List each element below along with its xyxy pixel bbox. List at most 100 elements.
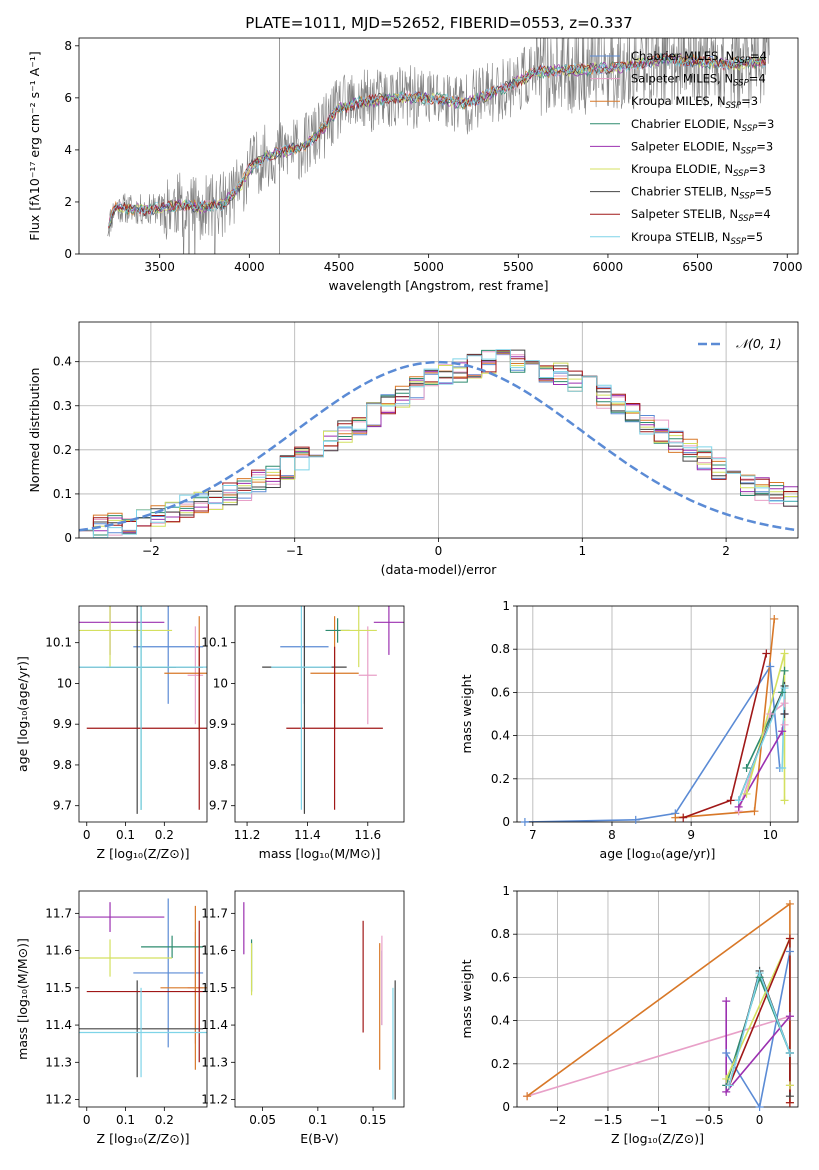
legend-label-kroupa-stelib: Kroupa STELIB, NSSP=5 <box>631 230 763 247</box>
residuals-ytick-label: 0.4 <box>53 355 72 369</box>
weight_vs_Z-ytick-label: 0.2 <box>491 1057 510 1071</box>
legend-label-chabrier-miles: Chabrier MILES, NSSP=4 <box>631 49 767 66</box>
age_vs_Z-ytick-label: 9.9 <box>53 717 72 731</box>
spectrum-xtick-label: 4500 <box>324 260 355 274</box>
figure-title: PLATE=1011, MJD=52652, FIBERID=0553, z=0… <box>245 14 632 32</box>
weight_vs_age-ytick-label: 0.6 <box>491 685 510 699</box>
age_vs_Z-ytick-label: 10.1 <box>45 636 72 650</box>
mass_vs_Z-xtick-label: 0 <box>83 1113 91 1127</box>
mass_vs_ebv-xtick-label: 0.1 <box>308 1113 327 1127</box>
mass_vs_ebv-plot-area <box>243 902 396 1100</box>
legend-label-gaussian: 𝒩(0, 1) <box>736 336 782 351</box>
age_vs_mass-ytick-label: 9.8 <box>209 758 228 772</box>
histogram-salpeter-miles <box>79 351 798 536</box>
legend-subscript: SSP <box>733 79 749 89</box>
age_vs_mass-xtick-label: 11.6 <box>354 828 381 842</box>
legend-label-chabrier-stelib: Chabrier STELIB, NSSP=5 <box>631 185 772 202</box>
mass_vs_ebv-ytick-label: 11.5 <box>201 981 228 995</box>
weight_vs_age-marker-chabrier-stelib <box>780 710 789 718</box>
mass_vs_Z-ylabel: mass [log₁₀(M/M⊙)] <box>15 938 30 1060</box>
weight_vs_age-ytick-label: 0.2 <box>491 772 510 786</box>
weight_vs_Z-marker-salpeter-stelib <box>785 934 794 943</box>
mass_vs_Z-spines <box>78 890 208 1108</box>
legend-nssp: =3 <box>741 94 758 108</box>
weight_vs_Z-marker-kroupa-miles <box>785 899 794 908</box>
residuals-xtick-label: 1 <box>578 544 586 558</box>
age_vs_mass-ytick-label: 9.9 <box>209 717 228 731</box>
histogram-kroupa-stelib <box>79 349 798 538</box>
mass_vs_Z-ytick-label: 11.5 <box>45 981 72 995</box>
spectrum-xtick-label: 5500 <box>503 260 534 274</box>
weight_vs_Z-ylabel: mass weight <box>459 959 474 1038</box>
weight_vs_age-marker-chabrier-miles <box>766 662 775 671</box>
weight_vs_Z-marker-chabrier-miles <box>785 947 794 956</box>
weight_vs_Z-marker-chabrier-miles <box>755 1103 764 1111</box>
spectrum-xtick-label: 6000 <box>593 260 624 274</box>
weight_vs_Z-spines <box>516 890 799 1108</box>
age_vs_Z-ytick-label: 9.7 <box>53 799 72 813</box>
weight_vs_age-axes: 7 8 9 10 0 0.2 0.4 0.6 0.8 1 age [log₁₀(age/yr)] ma… <box>459 599 799 861</box>
mass_vs_ebv-ytick-label: 11.4 <box>201 1018 228 1032</box>
mass_vs_ebv-xlabel: E(B-V) <box>300 1131 339 1146</box>
weight_vs_age-ylabel: mass weight <box>459 674 474 753</box>
legend-nssp: =3 <box>757 117 774 131</box>
mass_vs_ebv-ytick-label: 11.7 <box>201 906 228 920</box>
weight_vs_age-marker-kroupa-miles <box>770 614 779 623</box>
legend-subscript: SSP <box>734 56 750 66</box>
weight_vs_Z-ytick-label: 0.6 <box>491 970 510 984</box>
weight_vs_age-marker-chabrier-miles <box>520 818 529 826</box>
mass_vs_ebv-ytick-label: 11.3 <box>201 1055 228 1069</box>
spectrum-axes: 3500 4000 4500 5000 5500 6000 6500 7000 0 2 4 6 8 wav… <box>27 37 803 293</box>
weight_vs_age-xtick-label: 9 <box>687 828 695 842</box>
spectrum-ytick-label: 2 <box>64 195 72 209</box>
weight_vs_age-xlabel: age [log₁₀(age/yr)] <box>600 846 716 861</box>
residuals-ytick-label: 0.3 <box>53 399 72 413</box>
age_vs_Z-spines <box>78 605 208 823</box>
weight_vs_Z-marker-salpeter-elodie <box>785 1012 794 1021</box>
residuals-frame: −2 −1 0 1 2 0 0.1 0.2 0.3 0.4 (data-model)/error No… <box>27 321 799 577</box>
spectrum-xlabel: wavelength [Angstrom, rest frame] <box>328 278 548 293</box>
weight_vs_Z-ytick-label: 1 <box>502 884 510 898</box>
weight_vs_age-ytick-label: 1 <box>502 599 510 613</box>
spectrum-spines <box>78 37 799 255</box>
spectrum-ylabel: Flux [fλ10⁻¹⁷ erg cm⁻² s⁻¹ A⁻¹] <box>27 51 42 240</box>
residuals-xtick-label: −1 <box>286 544 304 558</box>
age_vs_Z-xlabel: Z [log₁₀(Z/Z⊙)] <box>97 846 190 861</box>
legend-label-salpeter-miles: Salpeter MILES, NSSP=4 <box>631 72 766 89</box>
residuals-ytick-label: 0.1 <box>53 487 72 501</box>
weight_vs_age-ytick-label: 0.8 <box>491 642 510 656</box>
mass_vs_Z-xtick-label: 0.2 <box>155 1113 174 1127</box>
mass_vs_Z-ytick-label: 11.7 <box>45 906 72 920</box>
age_vs_Z-ytick-label: 9.8 <box>53 758 72 772</box>
legend-nssp: =3 <box>756 139 773 153</box>
residuals-axes: −2 −1 0 1 2 0 0.1 0.2 0.3 0.4 (data-model)/error No… <box>27 321 799 577</box>
weight_vs_age-xtick-label: 8 <box>608 828 616 842</box>
weight_vs_age-marker-salpeter-miles <box>780 720 789 729</box>
weight_vs_age-marker-salpeter-miles <box>780 699 789 708</box>
weight_vs_Z-marker-kroupa-elodie <box>722 1074 731 1083</box>
weight_vs_Z-marker-salpeter-stelib <box>785 1098 794 1107</box>
weight_vs_Z-xtick-label: −0.5 <box>694 1113 723 1127</box>
spectrum-xtick-label: 6500 <box>682 260 713 274</box>
weight_vs_age-marker-kroupa-miles <box>750 807 759 816</box>
residuals-xtick-label: 2 <box>722 544 730 558</box>
age_vs_Z-xtick-label: 0.2 <box>155 828 174 842</box>
spectrum-xtick-label: 3500 <box>144 260 175 274</box>
weight_vs_age-marker-kroupa-miles <box>671 813 680 822</box>
mass_vs_ebv-axes: 0.05 0.1 0.15 11.2 11.3 11.4 11.5 11.6 11.7 E(B-V… <box>201 890 405 1146</box>
mass_vs_Z-axes: 0 0.1 0.2 11.2 11.3 11.4 11.5 11.6 11.7 Z [log₁₀(… <box>15 890 208 1146</box>
weight_vs_age-marker-salpeter-miles <box>766 710 775 718</box>
histogram-salpeter-elodie <box>79 351 798 533</box>
age_vs_Z-ytick-label: 10 <box>57 676 72 690</box>
legend-subscript: SSP <box>742 124 758 134</box>
spectrum-frame: 3500 4000 4500 5000 5500 6000 6500 7000 0 2 4 6 8 wav… <box>27 37 803 293</box>
age_vs_mass-xtick-label: 11.2 <box>234 828 261 842</box>
legend-label-salpeter-stelib: Salpeter STELIB, NSSP=4 <box>631 207 771 224</box>
legend-label-chabrier-elodie: Chabrier ELODIE, NSSP=3 <box>631 117 774 134</box>
legend-subscript: SSP <box>738 214 754 224</box>
spectrum-ytick-label: 6 <box>64 91 72 105</box>
spectrum-model-kroupa-stelib <box>108 52 766 227</box>
spectrum-xtick-label: 4000 <box>234 260 265 274</box>
weight_vs_age-marker-kroupa-stelib <box>780 684 789 693</box>
weight_vs_Z-marker-salpeter-elodie <box>722 997 731 1006</box>
